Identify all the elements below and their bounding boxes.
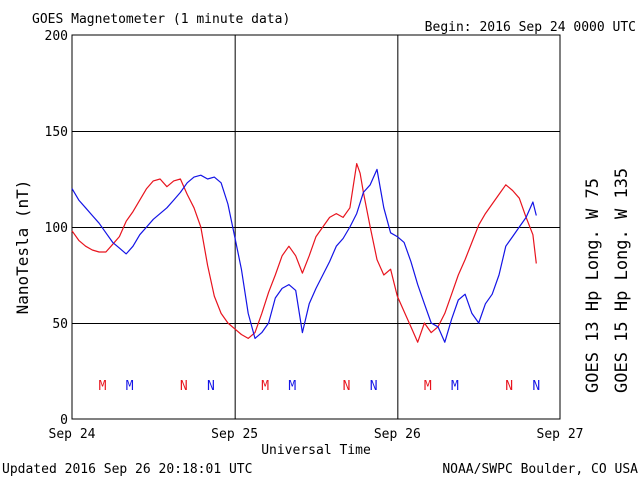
credit-label: NOAA/SWPC Boulder, CO USA [442, 462, 638, 477]
y-tick-label: 0 [60, 413, 68, 428]
updated-timestamp: Updated 2016 Sep 26 20:18:01 UTC [2, 462, 252, 477]
y-tick-label: 200 [45, 29, 68, 44]
series-layer [71, 163, 537, 343]
marker-n: N [343, 379, 351, 394]
series-line-goes15 [71, 168, 537, 343]
legend-goes13: GOES 13 Hp Long. W 75 [583, 178, 603, 393]
x-axis-label: Universal Time [261, 443, 371, 458]
marker-n: N [370, 379, 378, 394]
grid-layer [71, 34, 561, 420]
y-tick-label: 50 [52, 317, 68, 332]
marker-m: M [261, 379, 269, 394]
x-tick-label: Sep 25 [211, 427, 258, 442]
marker-n: N [532, 379, 540, 394]
marker-m: M [451, 379, 459, 394]
marker-n: N [207, 379, 215, 394]
series-line-goes13 [71, 163, 537, 343]
marker-n: N [505, 379, 513, 394]
x-tick-label: Sep 24 [49, 427, 96, 442]
marker-m: M [99, 379, 107, 394]
chart-title: GOES Magnetometer (1 minute data) [32, 12, 290, 27]
axis-layer: 0 50 100 150 200 Sep 24 Sep 25 Sep 26 Sep 27 [45, 29, 584, 442]
legend-goes15: GOES 15 Hp Long. W 135 [612, 168, 632, 393]
y-axis-label: NanoTesla (nT) [13, 180, 32, 315]
y-tick-label: 100 [45, 221, 68, 236]
begin-time: Begin: 2016 Sep 24 0000 UTC [425, 20, 636, 35]
marker-m: M [288, 379, 296, 394]
marker-m: M [424, 379, 432, 394]
marker-n: N [180, 379, 188, 394]
x-tick-label: Sep 27 [537, 427, 584, 442]
y-tick-label: 150 [45, 125, 68, 140]
x-tick-label: Sep 26 [374, 427, 421, 442]
marker-m: M [126, 379, 134, 394]
